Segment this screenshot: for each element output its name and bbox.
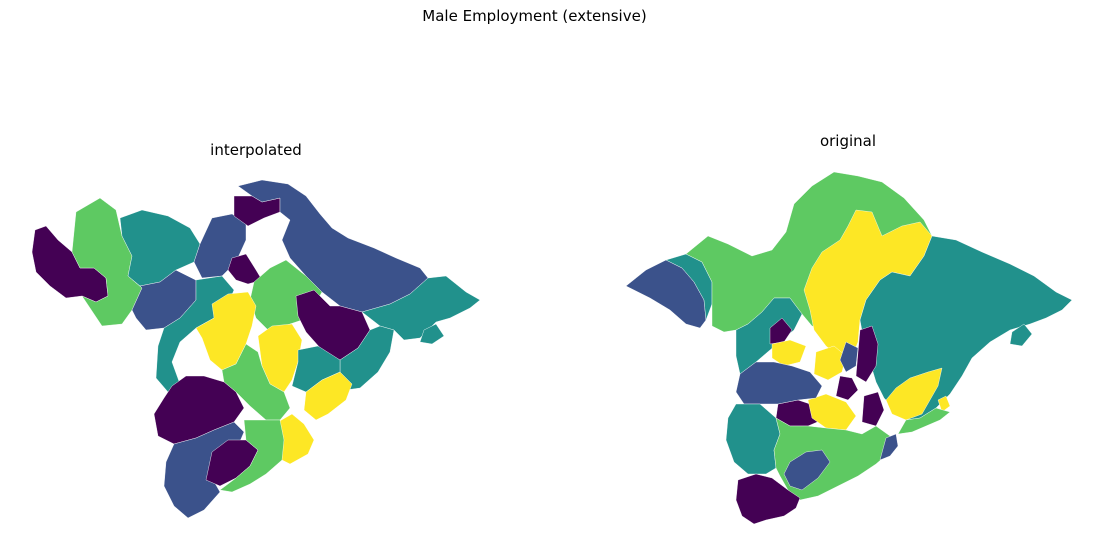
region xyxy=(419,323,445,345)
region xyxy=(937,395,951,413)
region xyxy=(783,449,831,491)
region xyxy=(861,391,885,427)
region xyxy=(725,403,781,475)
region xyxy=(771,339,807,367)
region xyxy=(735,361,823,405)
region xyxy=(813,345,847,381)
region xyxy=(807,393,857,431)
region xyxy=(361,275,481,341)
region xyxy=(219,419,285,493)
region xyxy=(769,317,793,345)
region xyxy=(885,367,943,421)
region xyxy=(835,375,859,401)
figure-title: Male Employment (extensive) xyxy=(422,7,647,25)
region xyxy=(879,433,899,461)
region xyxy=(839,341,859,373)
region xyxy=(897,407,951,435)
region xyxy=(735,473,801,525)
region xyxy=(803,209,933,363)
region xyxy=(303,371,353,421)
region xyxy=(855,325,879,383)
panel-title-original: original xyxy=(819,132,877,150)
region xyxy=(1009,323,1033,347)
region xyxy=(773,417,893,501)
region xyxy=(155,269,235,393)
panel-title-interpolated: interpolated xyxy=(210,141,302,159)
